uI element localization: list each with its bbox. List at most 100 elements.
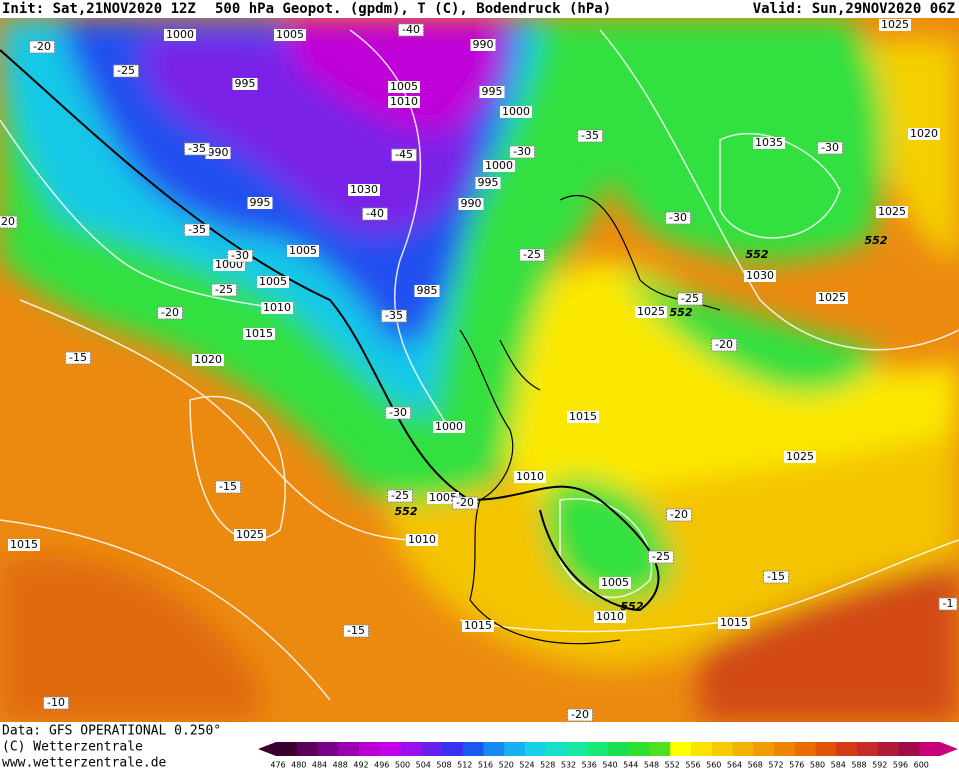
pressure-label: 1005 (289, 244, 317, 257)
label-box (594, 611, 626, 623)
temperature-label: -45 (395, 148, 413, 161)
temperature-label: -20 (456, 496, 474, 509)
pressure-label: 1005 (259, 275, 287, 288)
label-box (433, 421, 465, 433)
colorbar-swatch (504, 742, 526, 756)
pressure-label: 1020 (194, 353, 222, 366)
label-box (718, 617, 750, 629)
colorbar-label: 592 (872, 761, 887, 770)
pressure-label: 1000 (435, 420, 463, 433)
label-box (599, 577, 631, 589)
label-box (243, 328, 275, 340)
label-box (348, 184, 380, 196)
colorbar-swatch (877, 742, 899, 756)
label-box (879, 19, 911, 31)
pressure-label: 1030 (350, 183, 378, 196)
colorbar-swatch (815, 742, 837, 756)
pressure-label: 1015 (10, 538, 38, 551)
label-box (483, 160, 515, 172)
pressure-label: 1030 (746, 269, 774, 282)
label-box (257, 276, 289, 288)
temperature-label: -20 (571, 708, 589, 721)
colorbar-end (258, 742, 276, 756)
label-box (711, 338, 737, 352)
pressure-label: 995 (482, 85, 503, 98)
label-box (938, 597, 958, 611)
pressure-label: 1015 (720, 616, 748, 629)
label-box (414, 285, 440, 297)
label-box (184, 223, 210, 237)
colorbar-label: 556 (685, 761, 700, 770)
colorbar-label: 512 (457, 761, 472, 770)
pressure-label: 1010 (408, 533, 436, 546)
pressure-label: 1025 (818, 291, 846, 304)
temperature-label: -35 (188, 142, 206, 155)
colorbar-swatch (483, 742, 505, 756)
colorbar-label: 540 (602, 761, 617, 770)
label-box (388, 81, 420, 93)
colorbar-label: 520 (499, 761, 514, 770)
temperature-label: -20 (715, 338, 733, 351)
pressure-label: 1010 (516, 470, 544, 483)
colorbar-swatch (753, 742, 775, 756)
colorbar-swatch (711, 742, 733, 756)
pressure-label: 1005 (276, 28, 304, 41)
label-box (500, 106, 532, 118)
temperature-label: -25 (391, 489, 409, 502)
temperature-label: -15 (347, 624, 365, 637)
label-box (519, 248, 545, 262)
label-box (343, 624, 369, 638)
pressure-label: 1000 (166, 28, 194, 41)
pressure-label: 1025 (637, 305, 665, 318)
label-box (398, 23, 424, 37)
pressure-label: 1010 (390, 95, 418, 108)
label-box (816, 292, 848, 304)
colorbar-swatch (919, 742, 941, 756)
temperature-label: -25 (215, 283, 233, 296)
colorbar-label: 572 (768, 761, 783, 770)
pressure-label: 1025 (236, 528, 264, 541)
label-box (817, 141, 843, 155)
geopotential-label: 552 (670, 306, 693, 319)
temperature-label: -1 (943, 597, 954, 610)
label-box (462, 620, 494, 632)
label-box (567, 708, 593, 722)
colorbar-swatch (296, 742, 318, 756)
label-box (164, 29, 196, 41)
pressure-label: 995 (478, 176, 499, 189)
colorbar-label: 536 (582, 761, 597, 770)
temperature-label: -20 (670, 508, 688, 521)
colorbar-swatch (691, 742, 713, 756)
pressure-label: 995 (235, 77, 256, 90)
label-box (211, 283, 237, 297)
label-box (427, 492, 459, 504)
pressure-label: 1000 (502, 105, 530, 118)
temperature-label: -30 (669, 211, 687, 224)
label-box (475, 177, 501, 189)
pressure-label: 1000 (485, 159, 513, 172)
colorbar-swatch (359, 742, 381, 756)
colorbar-label: 568 (748, 761, 763, 770)
colorbar-label: 596 (893, 761, 908, 770)
pressure-label: 1015 (569, 410, 597, 423)
pressure-label: 1020 (910, 127, 938, 140)
colorbar-swatch (898, 742, 920, 756)
label-box (763, 570, 789, 584)
label-box (876, 206, 908, 218)
colorbar-label: 584 (831, 761, 846, 770)
isobars (0, 29, 959, 701)
temperature-label: -35 (581, 129, 599, 142)
pressure-label: 1010 (596, 610, 624, 623)
colorbar-label: 564 (727, 761, 742, 770)
label-box (387, 489, 413, 503)
label-box (234, 529, 266, 541)
label-box (205, 147, 231, 159)
colorbar-label: 528 (540, 761, 555, 770)
colorbar-swatch (338, 742, 360, 756)
header-bar (0, 0, 959, 18)
copyright: (C) Wetterzentrale (2, 740, 143, 755)
colorbar-label: 492 (353, 761, 368, 770)
label-box (648, 550, 674, 564)
colorbar-label: 600 (914, 761, 929, 770)
